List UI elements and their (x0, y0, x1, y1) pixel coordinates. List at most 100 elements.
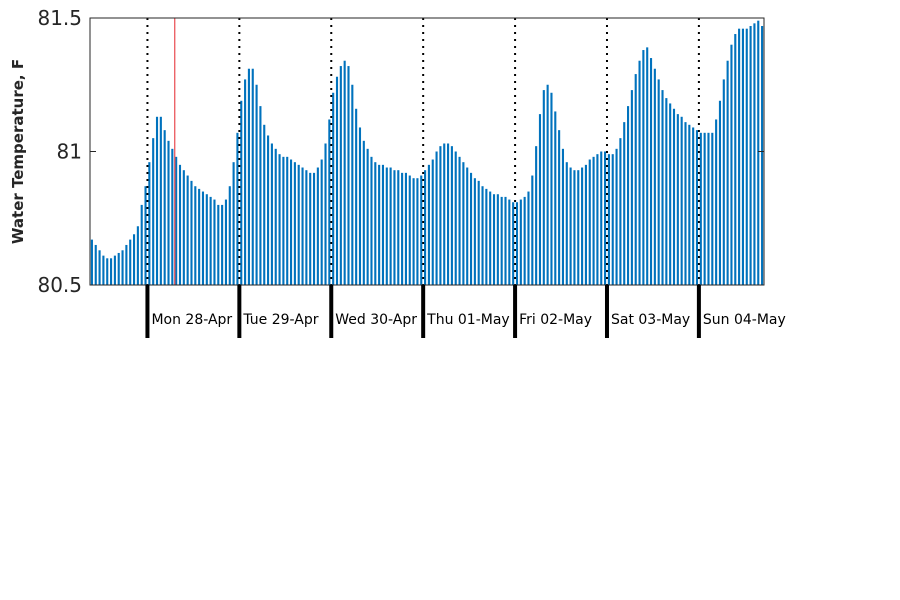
bar (519, 199, 522, 285)
y-tick-label: 81 (57, 140, 82, 164)
bar (381, 164, 385, 285)
bar (462, 162, 465, 285)
day-label: Tue 29-Apr (242, 312, 318, 328)
bar (175, 156, 178, 285)
bar (730, 44, 733, 286)
bar (240, 100, 243, 286)
bar (121, 250, 124, 285)
bar (347, 66, 350, 285)
bar (401, 172, 404, 285)
bar (473, 178, 476, 285)
bar (577, 170, 580, 285)
bar (362, 140, 365, 285)
bar (665, 98, 668, 285)
bar (221, 204, 224, 285)
bar (512, 202, 515, 285)
bar (477, 180, 480, 285)
bar (136, 226, 139, 285)
day-label: Fri 02-May (519, 312, 592, 328)
bar (627, 106, 630, 285)
bar (397, 170, 400, 285)
bar (232, 162, 235, 285)
bar (374, 162, 377, 285)
bar (726, 60, 729, 285)
bar (244, 79, 247, 285)
bar (676, 114, 679, 286)
bar (389, 167, 392, 285)
bar (607, 154, 610, 285)
day-label: Sun 04-May (703, 312, 786, 328)
bar (761, 26, 764, 285)
x-axis: Mon 28-Apr Tue 29-Apr Wed 30-Apr Thu 01-May… (145, 285, 786, 338)
bar (198, 188, 201, 285)
bar (270, 143, 273, 285)
bar (734, 34, 737, 285)
bar (132, 234, 136, 285)
day-label: Mon 28-Apr (151, 312, 232, 328)
bar (569, 167, 572, 285)
day-gridlines (146, 18, 700, 285)
bar (634, 74, 637, 285)
bar (343, 60, 346, 285)
bar (550, 92, 553, 285)
bar (282, 156, 285, 285)
bar (129, 239, 132, 285)
bar (458, 156, 461, 285)
bar (267, 135, 270, 285)
bar (351, 84, 354, 285)
bar (447, 143, 450, 285)
bar (581, 167, 584, 285)
bar (94, 244, 97, 285)
bar (213, 199, 216, 285)
bar (711, 132, 714, 285)
bar (745, 28, 748, 286)
bar (715, 119, 718, 286)
bar (140, 204, 143, 285)
bar (454, 151, 457, 285)
bar (619, 138, 622, 285)
bar (646, 47, 649, 286)
bar (703, 132, 706, 285)
bar-series (90, 20, 764, 286)
y-axis-label: Water Temperature, F (9, 59, 27, 244)
bar (435, 151, 438, 285)
bar (466, 167, 469, 285)
bar (102, 255, 105, 285)
day-label: Thu 01-May (426, 312, 510, 328)
bar (561, 148, 565, 285)
bar (251, 68, 254, 285)
y-tick-label: 80.5 (37, 273, 82, 297)
bar (297, 164, 300, 285)
bar (159, 116, 162, 285)
bar (672, 108, 676, 285)
bar (328, 119, 331, 286)
bar (370, 156, 373, 285)
bar (558, 130, 561, 285)
bar (431, 159, 434, 285)
bar (286, 156, 289, 285)
bar (209, 196, 212, 285)
bar (90, 239, 93, 285)
bar (167, 140, 170, 285)
bar (722, 79, 725, 285)
bar (106, 258, 109, 285)
bar (695, 130, 699, 285)
bar (358, 127, 362, 285)
bar (236, 132, 239, 285)
bar (412, 178, 415, 285)
bar (312, 172, 316, 285)
bar (316, 167, 319, 285)
bar (439, 146, 442, 285)
bar (393, 170, 396, 285)
bar (661, 90, 664, 285)
bar (604, 151, 607, 285)
bar (443, 143, 446, 285)
bar (171, 148, 174, 285)
bar (630, 90, 633, 285)
bar (404, 172, 407, 285)
bar (110, 258, 113, 285)
bar (718, 100, 722, 286)
bar (190, 180, 193, 285)
bar (408, 175, 411, 285)
